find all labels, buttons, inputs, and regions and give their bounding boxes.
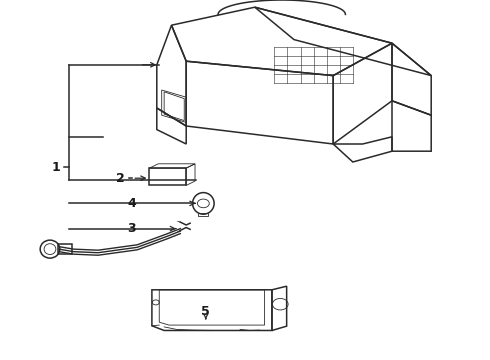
Bar — [58, 244, 72, 254]
Text: 3: 3 — [127, 222, 136, 235]
Text: 5: 5 — [201, 305, 210, 318]
Text: 4: 4 — [127, 197, 136, 210]
Bar — [149, 168, 186, 185]
Text: 2: 2 — [116, 172, 124, 185]
Bar — [198, 213, 208, 216]
Text: 1: 1 — [52, 161, 61, 174]
